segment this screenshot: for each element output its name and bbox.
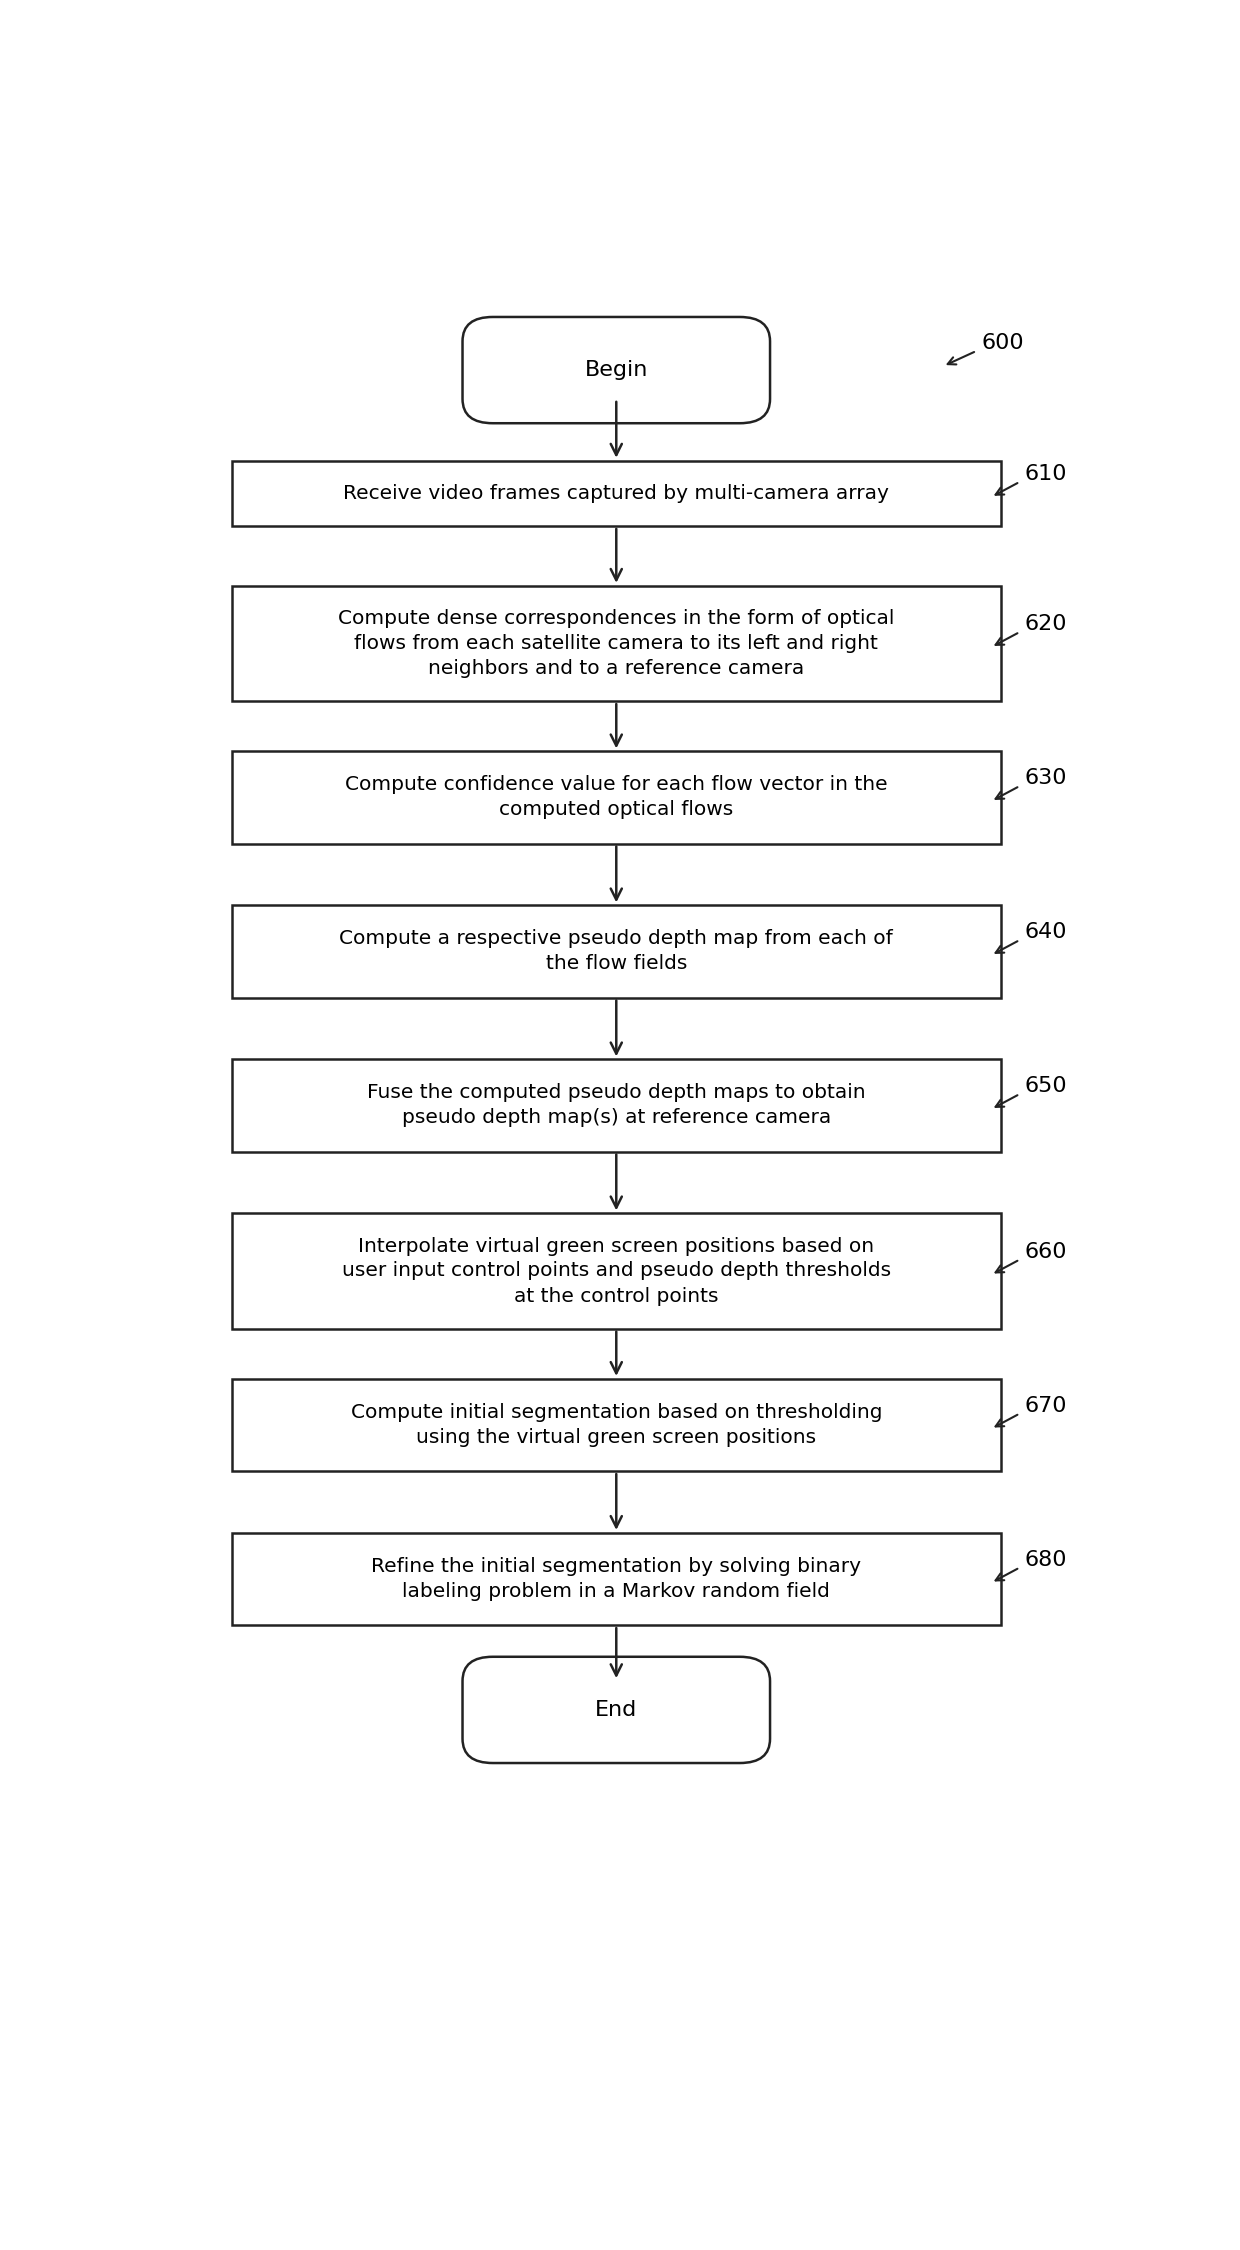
FancyBboxPatch shape	[463, 1656, 770, 1764]
Text: Fuse the computed pseudo depth maps to obtain
pseudo depth map(s) at reference c: Fuse the computed pseudo depth maps to o…	[367, 1084, 866, 1127]
Text: Receive video frames captured by multi-camera array: Receive video frames captured by multi-c…	[343, 484, 889, 502]
Text: 660: 660	[1024, 1242, 1068, 1262]
Text: 600: 600	[982, 333, 1024, 353]
Text: Compute initial segmentation based on thresholding
using the virtual green scree: Compute initial segmentation based on th…	[351, 1404, 882, 1447]
Bar	[232, 1379, 1001, 1472]
Bar	[232, 1060, 1001, 1152]
Bar	[232, 1532, 1001, 1624]
Text: Begin: Begin	[584, 360, 649, 380]
Bar	[232, 904, 1001, 997]
Text: 620: 620	[1024, 614, 1068, 634]
FancyBboxPatch shape	[463, 317, 770, 423]
Text: 640: 640	[1024, 922, 1068, 943]
Text: End: End	[595, 1701, 637, 1719]
Bar	[232, 461, 1001, 526]
Text: 670: 670	[1024, 1395, 1068, 1415]
Text: 610: 610	[1024, 464, 1068, 484]
Bar	[232, 752, 1001, 844]
Text: 650: 650	[1024, 1076, 1068, 1096]
Text: Refine the initial segmentation by solving binary
labeling problem in a Markov r: Refine the initial segmentation by solvi…	[371, 1557, 862, 1602]
Text: Compute confidence value for each flow vector in the
computed optical flows: Compute confidence value for each flow v…	[345, 776, 888, 819]
Text: Interpolate virtual green screen positions based on
user input control points an: Interpolate virtual green screen positio…	[342, 1238, 890, 1305]
Text: 680: 680	[1024, 1550, 1068, 1570]
Text: Compute a respective pseudo depth map from each of
the flow fields: Compute a respective pseudo depth map fr…	[340, 929, 893, 974]
Bar	[232, 1213, 1001, 1330]
Text: Compute dense correspondences in the form of optical
flows from each satellite c: Compute dense correspondences in the for…	[339, 610, 894, 677]
Bar	[232, 585, 1001, 702]
Text: 630: 630	[1024, 767, 1068, 788]
